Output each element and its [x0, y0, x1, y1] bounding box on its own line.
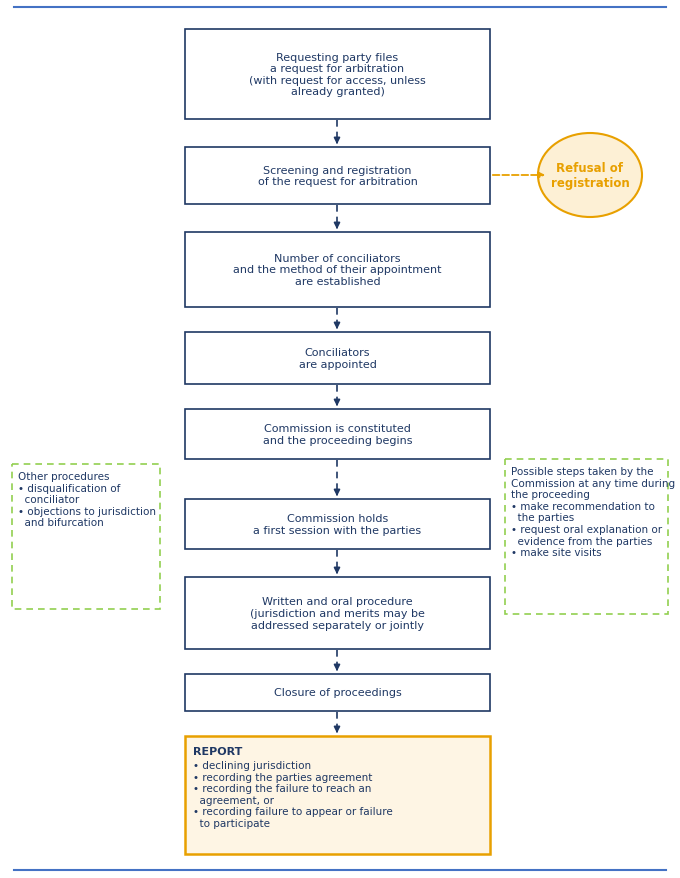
FancyBboxPatch shape	[185, 233, 490, 307]
Text: Number of conciliators
and the method of their appointment
are established: Number of conciliators and the method of…	[233, 254, 442, 287]
Text: Commission is constituted
and the proceeding begins: Commission is constituted and the procee…	[262, 424, 412, 445]
FancyBboxPatch shape	[185, 333, 490, 385]
FancyBboxPatch shape	[185, 674, 490, 711]
FancyBboxPatch shape	[185, 736, 490, 854]
Text: • declining jurisdiction
• recording the parties agreement
• recording the failu: • declining jurisdiction • recording the…	[193, 760, 393, 828]
Text: Requesting party files
a request for arbitration
(with request for access, unles: Requesting party files a request for arb…	[249, 53, 426, 97]
Text: REPORT: REPORT	[193, 746, 242, 756]
FancyBboxPatch shape	[185, 500, 490, 550]
FancyBboxPatch shape	[185, 30, 490, 120]
Text: Screening and registration
of the request for arbitration: Screening and registration of the reques…	[258, 166, 418, 187]
Text: Other procedures
• disqualification of
  conciliator
• objections to jurisdictio: Other procedures • disqualification of c…	[18, 471, 156, 528]
FancyBboxPatch shape	[12, 464, 160, 609]
Ellipse shape	[538, 133, 642, 218]
Text: Closure of proceedings: Closure of proceedings	[273, 687, 401, 698]
FancyBboxPatch shape	[185, 578, 490, 649]
Text: Refusal of
registration: Refusal of registration	[551, 162, 630, 190]
Text: Conciliators
are appointed: Conciliators are appointed	[299, 348, 377, 370]
Text: Written and oral procedure
(jurisdiction and merits may be
addressed separately : Written and oral procedure (jurisdiction…	[250, 597, 425, 630]
FancyBboxPatch shape	[185, 148, 490, 205]
FancyBboxPatch shape	[505, 459, 668, 615]
FancyBboxPatch shape	[185, 409, 490, 459]
Text: Commission holds
a first session with the parties: Commission holds a first session with th…	[254, 514, 422, 536]
Text: Possible steps taken by the
Commission at any time during
the proceeding
• make : Possible steps taken by the Commission a…	[511, 466, 675, 558]
